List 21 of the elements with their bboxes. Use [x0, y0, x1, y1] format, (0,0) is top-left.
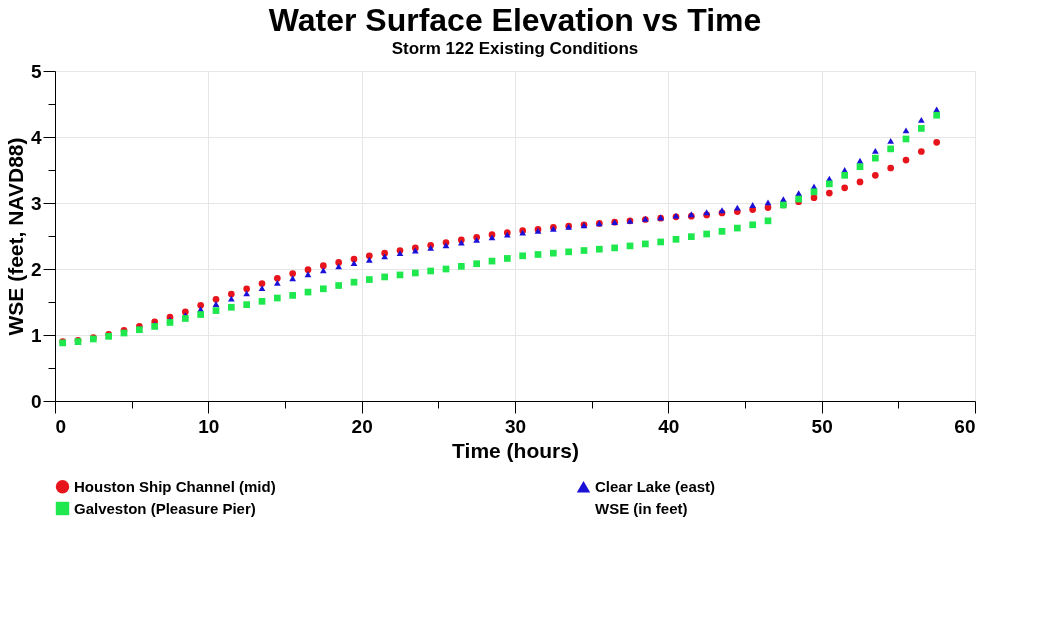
chart-subtitle: Storm 122 Existing Conditions — [391, 39, 639, 58]
x-tick-label: 30 — [504, 415, 527, 437]
y-tick-label: 1 — [30, 324, 42, 346]
x-tick-label: 10 — [198, 415, 220, 437]
x-axis-title: Time (hours) — [452, 438, 579, 462]
text: WSE (in feet) — [595, 499, 688, 517]
legend-label: Houston Ship Channel (mid) — [74, 477, 276, 495]
y-tick-label: 4 — [30, 126, 42, 148]
y-tick-label: 0 — [30, 390, 42, 412]
chart-title: Water Surface Elevation vs Time — [268, 2, 762, 38]
y-axis-title: WSE (feet, NAVD88) — [3, 137, 27, 336]
x-tick-label: 20 — [351, 415, 373, 437]
y-tick-label: 2 — [30, 258, 42, 280]
x-tick-label: 50 — [811, 415, 833, 437]
x-tick-label: 60 — [954, 415, 976, 437]
x-tick-label: 40 — [658, 415, 680, 437]
legend-label: Galveston (Pleasure Pier) — [74, 499, 256, 517]
x-tick-label: 0 — [55, 415, 67, 437]
y-tick-label: 5 — [30, 60, 42, 82]
y-tick-label: 3 — [30, 192, 42, 214]
legend-label: Clear Lake (east) — [595, 477, 716, 495]
